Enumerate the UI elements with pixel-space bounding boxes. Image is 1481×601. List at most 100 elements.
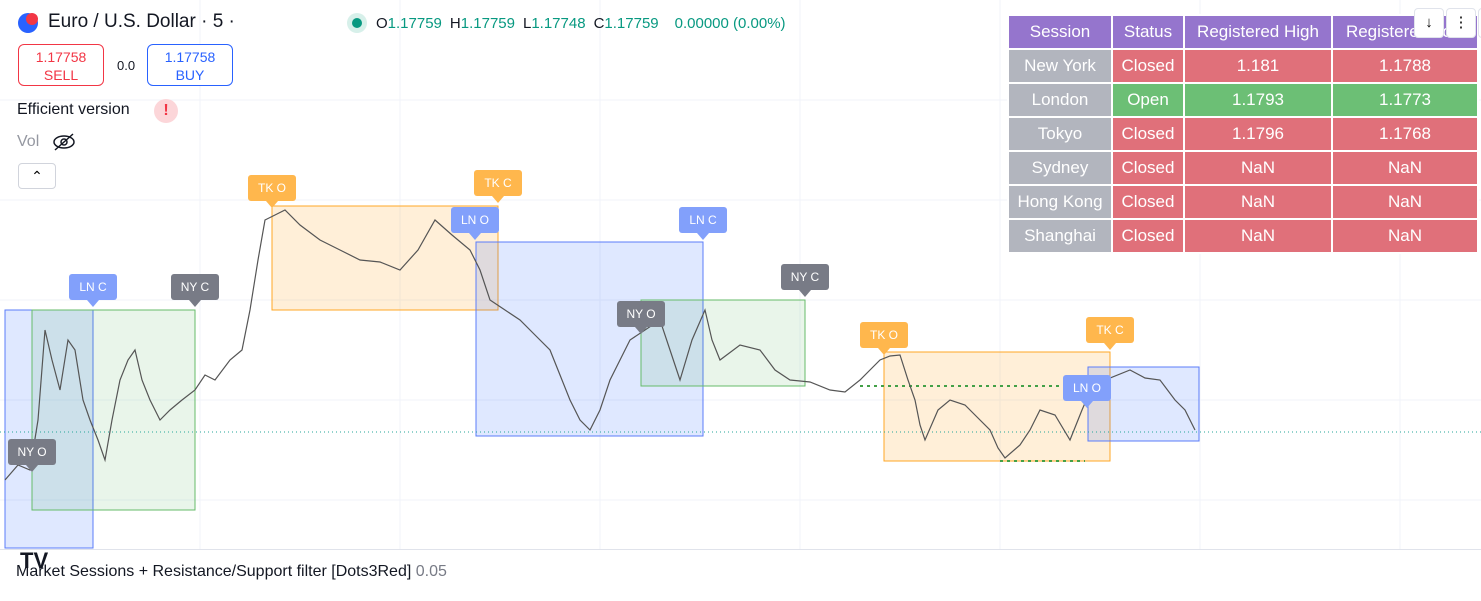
label-pointer	[697, 233, 709, 240]
sell-button[interactable]: 1.17758 SELL	[18, 44, 104, 86]
hidden-icon[interactable]	[52, 132, 76, 152]
buy-price: 1.17758	[164, 49, 216, 65]
spread: 0.0	[117, 58, 136, 73]
label-pointer	[799, 290, 811, 297]
label-pointer	[87, 300, 99, 307]
session-label: TK O	[248, 175, 296, 208]
volume-indicator[interactable]: Vol	[17, 133, 40, 150]
ohlc-label: C	[593, 14, 605, 32]
label-text: NY O	[17, 445, 46, 459]
session-label: NY O	[617, 301, 665, 334]
table-cell: Closed	[1111, 150, 1185, 186]
session-label: NY O	[8, 439, 56, 472]
table-cell: NaN	[1331, 150, 1479, 186]
table-cell: 1.1793	[1183, 82, 1333, 118]
session-label: TK O	[860, 322, 908, 355]
buy-label: BUY	[175, 67, 205, 83]
label-text: TK C	[1096, 323, 1124, 337]
footer-pane	[0, 549, 1481, 601]
label-text: LN C	[79, 280, 107, 294]
label-text: TK O	[258, 181, 286, 195]
session-box	[475, 241, 704, 437]
indicator-name[interactable]: Efficient version	[17, 101, 130, 118]
table-cell: 1.181	[1183, 48, 1333, 84]
table-cell: Tokyo	[1007, 116, 1113, 152]
buy-button[interactable]: 1.17758 BUY	[147, 44, 233, 86]
table-cell: Sydney	[1007, 150, 1113, 186]
label-bg	[1086, 317, 1134, 343]
sell-price: 1.17758	[35, 49, 87, 65]
session-label: LN C	[69, 274, 117, 307]
ohlc-label: H	[449, 14, 461, 32]
label-pointer	[469, 233, 481, 240]
label-bg	[248, 175, 296, 201]
label-text: NY C	[181, 280, 210, 294]
label-bg	[1063, 375, 1111, 401]
label-pointer	[635, 327, 647, 334]
label-text: NY O	[626, 307, 655, 321]
session-label: LN C	[679, 207, 727, 240]
table-row: Sydney Closed NaN NaN	[1007, 150, 1479, 186]
flag-icon	[18, 13, 38, 33]
ohlc-values: O1.17759 H1.17759 L1.17748 C1.17759	[376, 15, 667, 32]
table-cell: Hong Kong	[1007, 184, 1113, 220]
header-cell: Registered High	[1183, 14, 1333, 50]
label-text: TK C	[484, 176, 512, 190]
table-row: Hong Kong Closed NaN NaN	[1007, 184, 1479, 220]
ohlc-value: 1.17748	[531, 14, 586, 32]
table-cell: Shanghai	[1007, 218, 1113, 254]
toolbar: ↓⋮▢	[1414, 8, 1481, 38]
ohlc-value: 1.17759	[460, 14, 515, 32]
more-button[interactable]: ⋮	[1446, 8, 1476, 38]
session-table: Session Status Registered High Registered L…	[1007, 14, 1479, 254]
ohlc-label: L	[522, 14, 532, 32]
label-pointer	[189, 300, 201, 307]
label-bg	[474, 170, 522, 196]
label-bg	[617, 301, 665, 327]
label-text: LN O	[461, 213, 489, 227]
header-cell: Status	[1111, 14, 1185, 50]
warning-icon[interactable]: !	[154, 99, 178, 123]
session-box	[883, 351, 1111, 462]
label-bg	[781, 264, 829, 290]
session-label: TK C	[474, 170, 522, 203]
session-label: NY C	[781, 264, 829, 297]
fullscreen-button[interactable]: ▢	[1478, 8, 1481, 38]
table-cell: Open	[1111, 82, 1185, 118]
label-bg	[451, 207, 499, 233]
indicator-value: 0.05	[415, 563, 447, 580]
download-button[interactable]: ↓	[1414, 8, 1444, 38]
session-label: LN O	[1063, 375, 1111, 408]
label-text: LN O	[1073, 381, 1101, 395]
label-pointer	[878, 348, 890, 355]
session-label: NY C	[171, 274, 219, 307]
table-row: London Open 1.1793 1.1773	[1007, 82, 1479, 118]
indicator-title: Market Sessions + Resistance/Support fil…	[16, 563, 412, 580]
label-bg	[8, 439, 56, 465]
table-cell: NaN	[1183, 184, 1333, 220]
change: 0.00000 (0.00%)	[674, 14, 786, 32]
table-row: Tokyo Closed 1.1796 1.1768	[1007, 116, 1479, 152]
chart-area: NY O LN C NY C TK O TK C LN O LN C NY O NY C TK O…	[0, 0, 1481, 549]
table-cell: Closed	[1111, 116, 1185, 152]
table-cell: NaN	[1331, 218, 1479, 254]
table-cell: 1.1788	[1331, 48, 1479, 84]
ohlc-label: O	[376, 14, 388, 32]
symbol[interactable]: Euro / U.S. Dollar · 5 ·	[48, 11, 235, 32]
ohlc-value: 1.17759	[604, 14, 659, 32]
table-cell: NaN	[1183, 218, 1333, 254]
table-cell: New York	[1007, 48, 1113, 84]
label-text: NY C	[791, 270, 820, 284]
table-cell: 1.1768	[1331, 116, 1479, 152]
table-row: Shanghai Closed NaN NaN	[1007, 218, 1479, 254]
table-header: Session Status Registered High Registered L…	[1007, 14, 1479, 50]
label-pointer	[1104, 343, 1116, 350]
table-cell: London	[1007, 82, 1113, 118]
label-pointer	[266, 201, 278, 208]
table-row: New York Closed 1.181 1.1788	[1007, 48, 1479, 84]
table-cell: NaN	[1331, 184, 1479, 220]
collapse-button[interactable]: ⌃	[18, 163, 56, 189]
label-text: LN C	[689, 213, 717, 227]
table-cell: Closed	[1111, 184, 1185, 220]
